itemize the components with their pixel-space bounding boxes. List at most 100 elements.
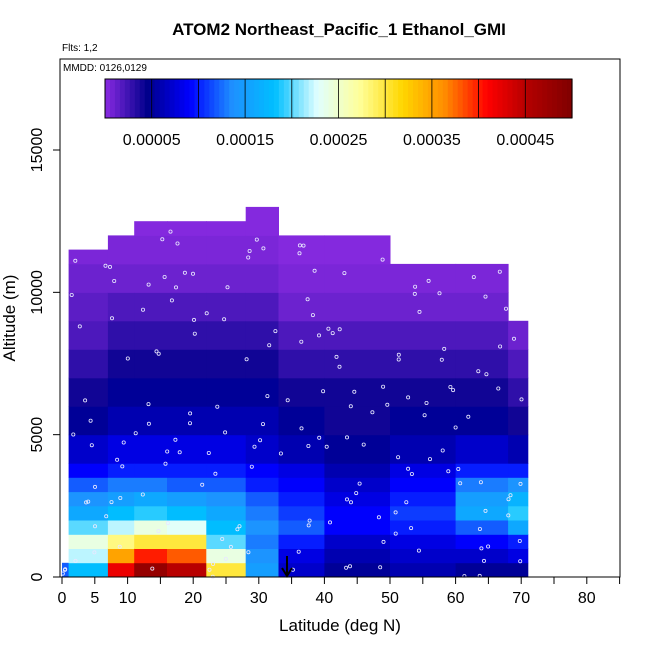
colorbar-segment — [283, 79, 290, 118]
heatmap-cell — [206, 434, 247, 464]
sample-marker — [497, 269, 502, 274]
sample-marker — [225, 285, 230, 290]
sample-marker — [344, 565, 349, 570]
colorbar-segment — [224, 79, 230, 118]
sample-marker — [476, 369, 481, 374]
colorbar-segment — [328, 79, 335, 118]
sample-marker — [440, 448, 445, 453]
heatmap-cell — [324, 320, 391, 350]
sample-marker — [498, 344, 503, 349]
sample-marker — [477, 527, 482, 532]
heatmap-cell — [245, 206, 279, 236]
heatmap-cell — [278, 505, 325, 521]
sample-marker — [324, 444, 329, 449]
colorbar-tick-label: 0.00035 — [403, 132, 461, 149]
colorbar-segment — [472, 79, 479, 118]
colorbar: 0.00005 0.00015 0.00025 0.00035 0.00045 — [104, 78, 573, 149]
heatmap-cell — [455, 320, 509, 350]
sample-marker — [154, 349, 159, 354]
heatmap-cell — [324, 292, 391, 322]
sample-marker — [175, 241, 180, 246]
sample-marker — [60, 571, 65, 576]
heatmap-cell — [278, 548, 325, 564]
y-axis-label: Altitude (m) — [0, 275, 19, 362]
heatmap-cell — [68, 263, 109, 293]
sample-marker — [354, 491, 359, 496]
colorbar-segment — [388, 79, 394, 118]
x-tick-label: 30 — [250, 590, 268, 607]
heatmap-cell — [508, 320, 529, 350]
heatmap-cell — [68, 520, 109, 535]
sample-marker — [466, 414, 471, 419]
sample-marker — [121, 440, 126, 445]
heatmap-cell — [68, 562, 109, 578]
sample-marker — [451, 388, 456, 393]
sample-marker — [249, 464, 254, 469]
heatmap-cell — [324, 477, 391, 493]
sample-marker — [210, 562, 215, 567]
heatmap-cell — [206, 463, 247, 478]
sample-marker — [235, 527, 240, 532]
colorbar-segment — [477, 79, 484, 118]
colorbar-segment — [154, 79, 161, 118]
heatmap-cell — [206, 505, 247, 521]
heatmap-cell — [278, 235, 325, 265]
colorbar-segment — [139, 79, 146, 118]
sample-marker — [93, 524, 98, 529]
heatmap-cell — [508, 349, 529, 379]
sample-marker — [486, 544, 491, 549]
sample-marker — [481, 558, 486, 563]
heatmap-cell — [508, 406, 529, 436]
colorbar-segment — [278, 79, 285, 118]
sample-marker — [376, 515, 381, 520]
sample-marker — [406, 395, 411, 400]
colorbar-segment — [254, 79, 260, 118]
heatmap-cell — [245, 491, 279, 507]
heatmap-cell — [390, 463, 457, 478]
colorbar-segment — [517, 79, 523, 118]
colorbar-segment — [174, 79, 181, 118]
heatmap-cell — [107, 477, 135, 493]
colorbar-segment — [363, 79, 369, 118]
sample-marker — [228, 544, 233, 549]
sample-marker — [163, 461, 168, 466]
sample-marker — [267, 343, 272, 348]
heatmap-cell — [278, 463, 325, 478]
sample-marker — [321, 389, 326, 394]
colorbar-tick-label: 0.00045 — [496, 132, 554, 149]
sample-marker — [140, 492, 145, 497]
sample-marker — [396, 352, 401, 357]
sample-marker — [404, 500, 409, 505]
colorbar-segment — [422, 79, 429, 118]
heatmap-cell — [455, 292, 509, 322]
sample-marker — [258, 438, 263, 443]
heatmap-cell — [324, 548, 391, 564]
heatmap-cell — [134, 505, 168, 521]
sample-marker — [312, 268, 317, 273]
sample-marker — [285, 398, 290, 403]
colorbar-segment — [547, 79, 553, 118]
colorbar-segment — [209, 79, 215, 118]
heatmap-cell — [167, 534, 207, 549]
sample-marker — [426, 278, 431, 283]
heatmap-cell — [107, 349, 135, 379]
colorbar-segment — [159, 79, 166, 118]
colorbar-segment — [268, 79, 275, 118]
sample-marker — [192, 331, 197, 336]
heatmap-cell — [508, 477, 529, 493]
heatmap-cell — [390, 263, 457, 293]
sample-marker — [89, 443, 94, 448]
sample-marker — [478, 480, 483, 485]
heatmap-cell — [278, 434, 325, 464]
colorbar-tick-label: 0.00025 — [310, 132, 368, 149]
colorbar-segment — [408, 79, 414, 118]
heatmap-cell — [68, 534, 109, 549]
colorbar-segment — [537, 79, 543, 118]
colorbar-segment — [398, 79, 404, 118]
sample-marker — [207, 567, 212, 572]
heatmap-cell — [390, 434, 457, 464]
sample-marker — [112, 278, 117, 283]
heatmap-cell — [107, 434, 135, 464]
sample-marker — [342, 271, 347, 276]
colorbar-segment — [442, 79, 449, 118]
